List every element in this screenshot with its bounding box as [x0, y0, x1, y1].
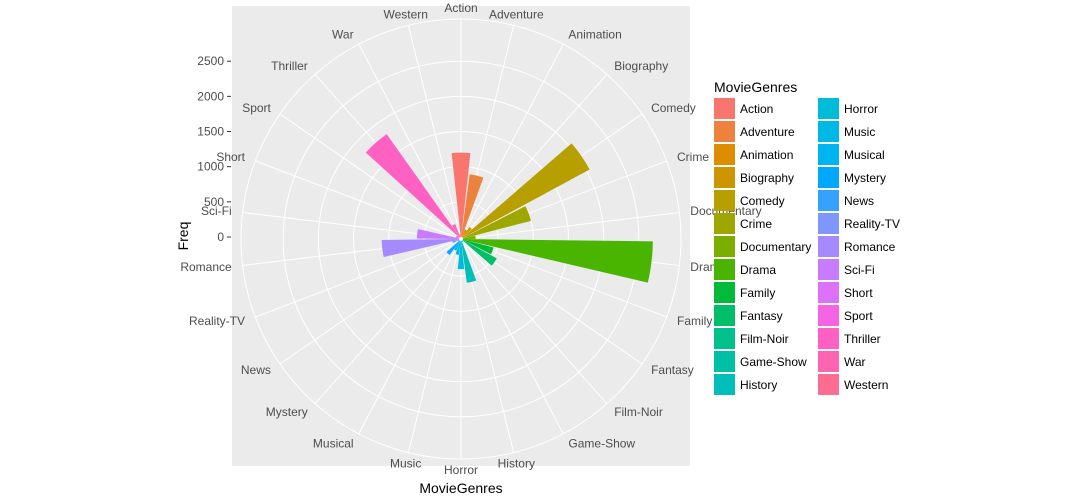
legend-key	[818, 328, 839, 349]
legend-key	[818, 236, 839, 257]
y-axis-title: Freq	[175, 222, 191, 251]
legend-label: Comedy	[740, 194, 785, 208]
legend-key	[714, 305, 735, 326]
legend-key	[818, 98, 839, 119]
legend-key	[818, 305, 839, 326]
legend-label: Sport	[844, 309, 873, 323]
category-label: War	[332, 28, 354, 42]
category-label: Musical	[313, 437, 354, 451]
legend-key	[714, 121, 735, 142]
x-axis-title: MovieGenres	[419, 480, 502, 496]
y-tick-label: 500	[204, 195, 224, 209]
category-label: Western	[383, 8, 427, 22]
legend-label: Game-Show	[740, 355, 807, 369]
legend-key	[714, 167, 735, 188]
legend-key	[818, 167, 839, 188]
legend-key	[818, 144, 839, 165]
legend-label: History	[740, 378, 777, 392]
category-label: Reality-TV	[189, 314, 245, 328]
y-tick-label: 2000	[197, 89, 224, 103]
y-tick-label: 1500	[197, 125, 224, 139]
legend-label: Biography	[740, 171, 794, 185]
legend-label: Short	[844, 286, 873, 300]
category-label: Fantasy	[651, 363, 694, 377]
legend-key	[714, 374, 735, 395]
legend-label: Reality-TV	[844, 217, 900, 231]
legend-label: Fantasy	[740, 309, 783, 323]
category-label: Romance	[180, 260, 232, 274]
legend-label: News	[844, 194, 874, 208]
legend-key	[818, 213, 839, 234]
legend-label: Romance	[844, 240, 896, 254]
category-label: Action	[444, 1, 477, 15]
category-label: Horror	[444, 463, 478, 477]
legend-label: Adventure	[740, 125, 795, 139]
category-label: Adventure	[489, 8, 544, 22]
legend-key	[714, 213, 735, 234]
category-label: Sport	[242, 101, 271, 115]
legend-title: MovieGenres	[714, 79, 797, 95]
category-label: News	[241, 363, 271, 377]
legend-label: Horror	[844, 102, 878, 116]
legend-label: Thriller	[844, 332, 881, 346]
category-label: Film-Noir	[614, 405, 663, 419]
category-label: History	[498, 456, 535, 470]
category-label: Music	[390, 456, 421, 470]
legend-key	[818, 121, 839, 142]
y-tick-label: 1000	[197, 160, 224, 174]
category-label: Family	[677, 314, 712, 328]
legend-label: Action	[740, 102, 773, 116]
category-label: Biography	[614, 59, 668, 73]
legend-key	[714, 144, 735, 165]
legend-label: Musical	[844, 148, 885, 162]
legend-key	[818, 190, 839, 211]
category-label: Crime	[677, 150, 709, 164]
legend-key	[714, 98, 735, 119]
legend-key	[818, 259, 839, 280]
legend-key	[714, 259, 735, 280]
legend-key	[818, 374, 839, 395]
y-tick-label: 2500	[197, 54, 224, 68]
legend-label: Documentary	[740, 240, 811, 254]
legend-key	[818, 351, 839, 372]
legend: Action Adventure Animation Biography Comedy C…	[714, 98, 900, 395]
legend-label: Animation	[740, 148, 793, 162]
legend-key	[714, 282, 735, 303]
legend-label: Family	[740, 286, 775, 300]
legend-key	[818, 282, 839, 303]
legend-label: Mystery	[844, 171, 886, 185]
y-tick-label: 0	[217, 230, 224, 244]
legend-label: Sci-Fi	[844, 263, 875, 277]
category-label: Comedy	[651, 101, 696, 115]
legend-key	[714, 351, 735, 372]
legend-key	[714, 236, 735, 257]
category-label: Animation	[568, 28, 621, 42]
legend-key	[714, 190, 735, 211]
legend-label: Music	[844, 125, 875, 139]
legend-label: Drama	[740, 263, 776, 277]
legend-label: Crime	[740, 217, 772, 231]
legend-key	[714, 328, 735, 349]
category-label: Thriller	[271, 59, 308, 73]
legend-label: War	[844, 355, 866, 369]
category-label: Game-Show	[568, 437, 635, 451]
legend-label: Film-Noir	[740, 332, 789, 346]
legend-label: Western	[844, 378, 888, 392]
category-label: Mystery	[266, 405, 308, 419]
